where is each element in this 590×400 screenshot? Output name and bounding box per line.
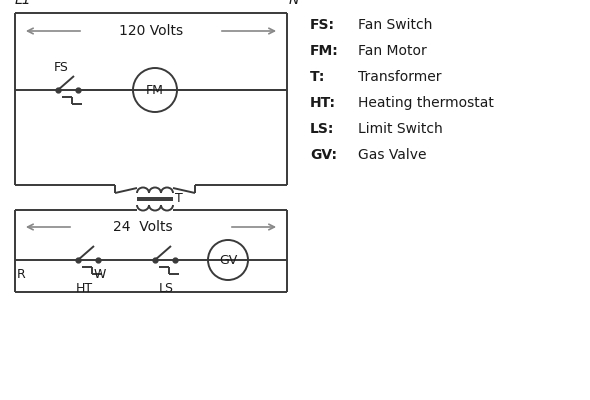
Text: Limit Switch: Limit Switch	[358, 122, 442, 136]
Text: L1: L1	[15, 0, 32, 7]
Text: Gas Valve: Gas Valve	[358, 148, 427, 162]
Text: T: T	[175, 192, 183, 206]
Text: Fan Motor: Fan Motor	[358, 44, 427, 58]
Text: N: N	[289, 0, 299, 7]
Text: R: R	[17, 268, 26, 281]
Text: 120 Volts: 120 Volts	[119, 24, 183, 38]
Text: GV:: GV:	[310, 148, 337, 162]
Text: Fan Switch: Fan Switch	[358, 18, 432, 32]
Text: Heating thermostat: Heating thermostat	[358, 96, 494, 110]
Text: W: W	[94, 268, 106, 281]
Text: GV: GV	[219, 254, 237, 266]
Text: Transformer: Transformer	[358, 70, 441, 84]
Text: LS:: LS:	[310, 122, 335, 136]
Text: LS: LS	[159, 282, 174, 295]
Text: HT: HT	[76, 282, 93, 295]
Text: FM: FM	[146, 84, 164, 96]
Text: FM:: FM:	[310, 44, 339, 58]
Text: T:: T:	[310, 70, 334, 84]
Text: FS: FS	[54, 61, 69, 74]
Text: 24  Volts: 24 Volts	[113, 220, 173, 234]
Text: HT:: HT:	[310, 96, 336, 110]
Text: FS:: FS:	[310, 18, 335, 32]
